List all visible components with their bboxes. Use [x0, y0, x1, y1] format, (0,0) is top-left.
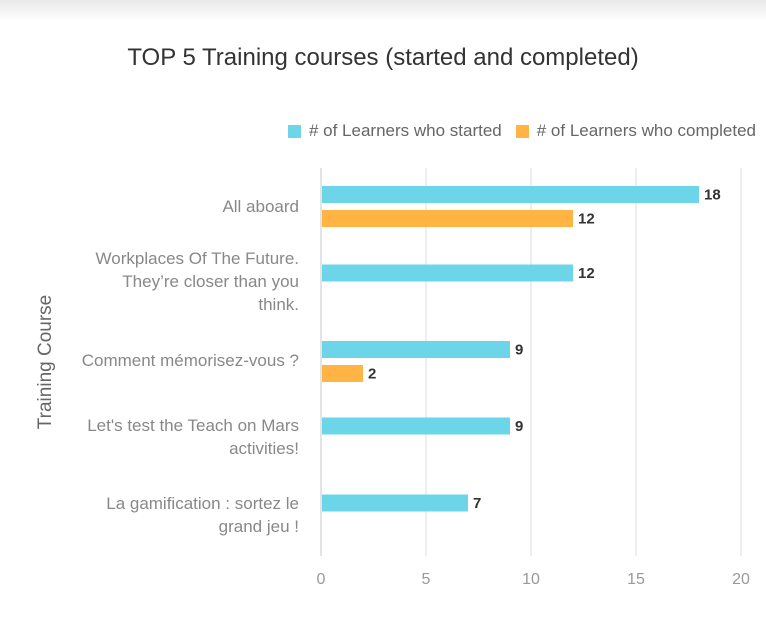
x-tick-label: 5 — [422, 571, 431, 588]
legend-item-started[interactable]: # of Learners who started — [287, 121, 502, 141]
x-tick-label: 0 — [317, 571, 326, 588]
category-label: Comment mémorisez-vous ? — [59, 349, 299, 372]
x-tick-label: 10 — [522, 571, 540, 588]
bar-value-label: 12 — [578, 211, 595, 228]
bar-started-3[interactable] — [322, 417, 510, 435]
legend-label-started: # of Learners who started — [308, 121, 502, 140]
bar-value-label: 18 — [704, 187, 721, 204]
category-label-line: Workplaces Of The Future. — [95, 248, 299, 268]
category-label: La gamification : sortez le grand jeu ! — [59, 492, 299, 538]
bar-started-2[interactable] — [322, 341, 510, 358]
category-label-line: activities! — [229, 439, 299, 458]
category-label-line: Let's test the Teach on Mars — [87, 416, 299, 435]
category-label: Workplaces Of The Future. They’re closer … — [59, 247, 299, 316]
category-label: Let's test the Teach on Mars activities! — [59, 414, 299, 460]
bar-completed-2[interactable] — [322, 365, 363, 382]
category-label: All aboard — [59, 195, 299, 218]
category-label-line: think. — [258, 294, 299, 314]
bar-value-label: 9 — [515, 342, 523, 359]
category-label-line: All aboard — [222, 196, 299, 216]
bar-started-0[interactable] — [322, 186, 699, 203]
bar-started-4[interactable] — [322, 494, 468, 512]
bar-completed-0[interactable] — [322, 210, 573, 227]
legend-swatch-completed — [515, 124, 529, 138]
chart-legend: # of Learners who started # of Learners … — [274, 121, 756, 141]
category-label-line: Comment mémorisez-vous ? — [81, 350, 299, 370]
x-tick-label: 15 — [627, 571, 645, 588]
bar-value-label: 12 — [578, 265, 595, 282]
category-label-line: They’re closer than you — [122, 271, 299, 291]
category-label-line: grand jeu ! — [218, 517, 299, 536]
category-label-line: La gamification : sortez le — [106, 494, 299, 513]
legend-item-completed[interactable]: # of Learners who completed — [515, 121, 756, 141]
x-tick-label: 20 — [732, 571, 750, 588]
bar-value-label: 2 — [368, 366, 376, 383]
legend-label-completed: # of Learners who completed — [536, 121, 756, 140]
bar-value-label: 7 — [473, 495, 481, 512]
bar-value-label: 9 — [515, 418, 523, 435]
legend-swatch-started — [287, 124, 301, 138]
chart-title: TOP 5 Training courses (started and comp… — [127, 44, 639, 71]
bar-started-1[interactable] — [322, 264, 573, 282]
